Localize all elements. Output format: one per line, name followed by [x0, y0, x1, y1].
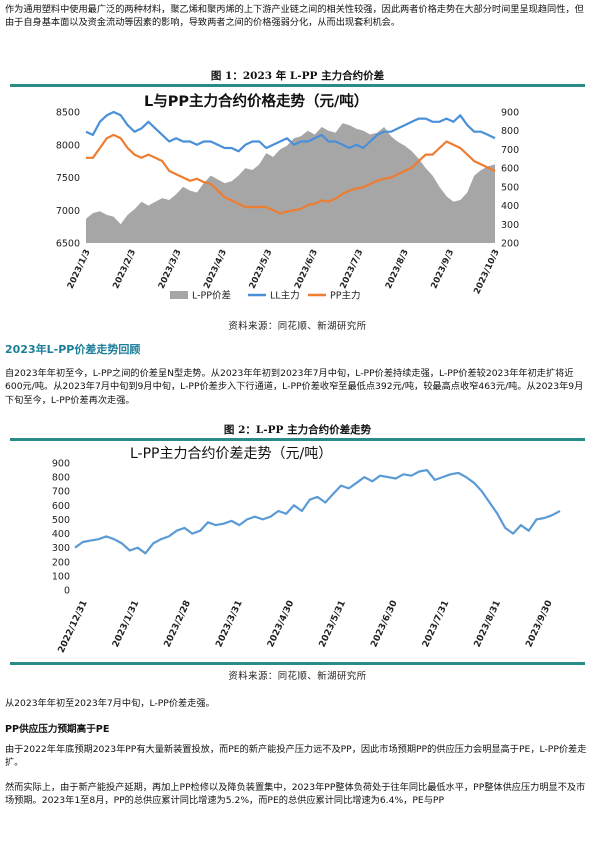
y-tick-label: 600 — [52, 501, 70, 512]
y-tick-label: 900 — [52, 459, 70, 470]
y-tick-label: 400 — [52, 529, 70, 540]
figure-1-source: 资料来源：同花顺、新湖研究所 — [228, 321, 367, 332]
legend-label: L-PP价差 — [192, 290, 231, 302]
legend-label: LL主力 — [270, 290, 300, 302]
chart-2: L-PP主力合约价差走势（元/吨） 0 100 200 300 400 500 600 700 8… — [52, 446, 561, 655]
figure-2-source: 资料来源：同花顺、新湖研究所 — [228, 671, 367, 682]
series-line-ll — [85, 110, 496, 153]
x-tick-label: 2023/1/3 — [66, 248, 93, 290]
figure-2-title: 图 2：L-PP 主力合约价差走势 — [223, 424, 372, 436]
chart-2-title: L-PP主力合约价差走势（元/吨） — [130, 446, 332, 462]
y-right-tick-label: 300 — [501, 220, 519, 231]
legend-label: PP主力 — [330, 290, 360, 302]
x-tick-label: 2023/6/3 — [293, 248, 320, 290]
y-left-tick-label: 8000 — [56, 140, 80, 151]
supply-paragraph-2: 然而实际上，由于新产能投产延期，再加上PP检修以及降负装置集中，2023年PP整… — [5, 782, 586, 807]
figure-1-top-rule — [10, 84, 585, 87]
figure-1-title: 图 1：2023 年 L-PP 主力合约价差 — [210, 70, 385, 82]
figure-2-bottom-rule — [10, 662, 585, 665]
supply-paragraph-1: 由于2022年年底预期2023年PP有大量新装置投放，而PE的新产能投产压力远不… — [5, 744, 587, 769]
y-tick-label: 700 — [52, 487, 70, 498]
chart-1-title: L与PP主力合约价格走势（元/吨） — [144, 92, 368, 110]
y-right-tick-label: 600 — [501, 164, 519, 175]
y-tick-label: 500 — [52, 515, 70, 526]
series-line-spread — [74, 469, 561, 555]
y-right-tick-label: 700 — [501, 145, 519, 156]
x-tick-label: 2023/8/31 — [473, 599, 503, 649]
y-tick-label: 100 — [52, 571, 70, 582]
subsection-heading: PP供应压力预期高于PE — [5, 724, 110, 735]
y-right-tick-label: 500 — [501, 182, 519, 193]
y-tick-label: 800 — [52, 473, 70, 484]
series-area-spread — [86, 123, 495, 243]
y-right-tick-label: 200 — [501, 239, 519, 250]
y-right-tick-label: 400 — [501, 201, 519, 212]
figure-2-top-rule — [10, 438, 585, 441]
x-tick-label: 2023/9/30 — [524, 599, 554, 649]
legend-swatch-spread — [170, 291, 188, 299]
x-tick-label: 2023/3/31 — [214, 599, 244, 649]
section-heading: 2023年L-PP价差走势回顾 — [5, 343, 141, 356]
x-tick-label: 2023/6/30 — [369, 599, 399, 649]
x-tick-label: 2023/10/3 — [472, 248, 501, 296]
x-tick-label: 2023/3/3 — [157, 248, 184, 290]
y-tick-label: 0 — [64, 586, 70, 597]
y-right-tick-label: 900 — [501, 108, 519, 119]
x-tick-label: 2022/12/31 — [57, 599, 90, 655]
y-tick-label: 200 — [52, 557, 70, 568]
series-line-pp — [86, 133, 496, 215]
x-tick-label: 2023/2/28 — [163, 599, 193, 649]
review-paragraph: 自2023年年初至今，L-PP之间的价差呈N型走势。从2023年年初到2023年… — [5, 368, 584, 406]
chart-1: L与PP主力合约价格走势（元/吨） 6500 7000 7500 8000 8500 200… — [56, 92, 519, 302]
y-tick-label: 300 — [52, 543, 70, 554]
x-tick-label: 2023/4/3 — [202, 248, 229, 290]
x-tick-label: 2023/7/31 — [421, 599, 451, 649]
x-tick-label: 2023/9/3 — [429, 248, 456, 290]
x-tick-label: 2023/1/31 — [111, 599, 141, 649]
y-left-tick-label: 6500 — [56, 239, 80, 250]
y-left-tick-label: 7000 — [56, 206, 80, 217]
y-left-tick-label: 8500 — [56, 108, 80, 119]
x-tick-label: 2023/4/30 — [266, 599, 296, 649]
intro-paragraph: 作为通用塑料中使用最广泛的两种材料，聚乙烯和聚丙烯的上下游产业链之间的相关性较强… — [5, 4, 584, 29]
x-tick-label: 2023/8/3 — [384, 248, 411, 290]
after-figure-2-paragraph: 从2023年年初至2023年7月中旬，L-PP价差走强。 — [5, 698, 215, 709]
x-tick-label: 2023/5/31 — [318, 599, 348, 649]
x-tick-label: 2023/2/3 — [111, 248, 138, 290]
y-left-tick-label: 7500 — [56, 173, 80, 184]
x-tick-label: 2023/7/3 — [339, 248, 366, 290]
x-tick-label: 2023/5/3 — [248, 248, 275, 290]
y-right-tick-label: 800 — [501, 126, 519, 137]
